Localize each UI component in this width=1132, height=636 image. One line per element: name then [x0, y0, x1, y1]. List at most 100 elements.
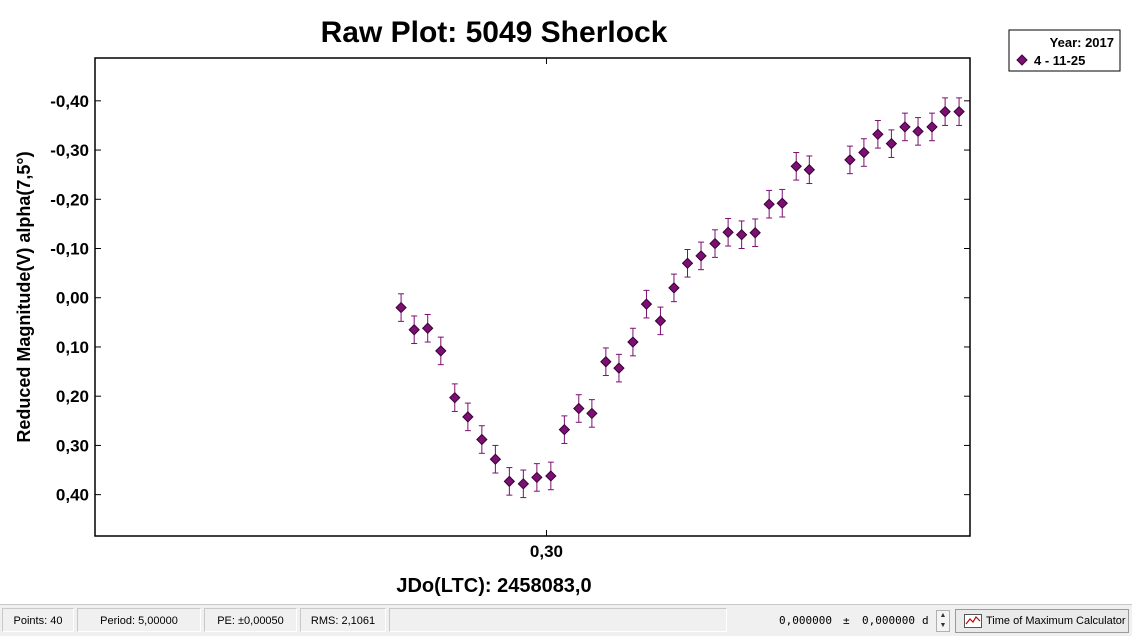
data-point [449, 383, 461, 412]
diamond-marker [558, 423, 571, 436]
data-point [586, 399, 598, 428]
data-point [489, 444, 502, 474]
diamond-marker [395, 301, 407, 314]
readout-spinner[interactable]: ▲ ▼ [936, 610, 950, 632]
diamond-marker [517, 478, 530, 490]
data-point [640, 289, 653, 319]
data-point [600, 347, 612, 377]
y-axis: -0,40 -0,30 -0,20 -0,10 0,00 0,10 0,20 0,30 0,40 [50, 92, 970, 505]
status-spacer [389, 608, 727, 632]
chart-area: Raw Plot: 5049 Sherlock -0,40-0,30-0,20-… [14, 16, 1121, 597]
y-tick-label: 0,10 [56, 338, 89, 357]
data-point [899, 112, 911, 142]
x-axis: 0,30 [530, 58, 563, 561]
calculator-chart-icon [964, 614, 982, 628]
pe-value: PE: ±0,00050 [204, 608, 297, 632]
data-series [395, 97, 965, 499]
rms-value: RMS: 2,1061 [300, 608, 386, 632]
y-tick-label: 0,20 [56, 387, 89, 406]
diamond-marker [899, 121, 911, 133]
calc-button-label: Time of Maximum Calculator [986, 615, 1126, 627]
diamond-marker [844, 154, 856, 166]
points-count: Points: 40 [2, 608, 74, 632]
y-tick-label: -0,10 [50, 240, 89, 259]
diamond-marker [681, 257, 694, 269]
diamond-marker [776, 197, 788, 209]
data-point [858, 138, 870, 167]
diamond-marker [749, 227, 761, 239]
y-tick-label: 0,00 [56, 289, 89, 308]
data-point [735, 220, 748, 250]
status-bar: Points: 40 Period: 5,00000 PE: ±0,00050 … [0, 604, 1132, 636]
data-point [912, 117, 924, 146]
diamond-marker [627, 336, 639, 348]
data-point [531, 463, 543, 492]
spin-up-icon[interactable]: ▲ [939, 612, 947, 619]
time-of-maximum-calculator-button[interactable]: Time of Maximum Calculator [955, 609, 1129, 633]
data-point [503, 467, 516, 496]
data-point [709, 229, 721, 258]
diamond-marker [545, 470, 557, 482]
diamond-marker [722, 226, 734, 238]
y-tick-label: -0,20 [50, 190, 89, 209]
diamond-marker [912, 125, 924, 138]
data-point [803, 155, 816, 185]
diamond-marker [476, 433, 488, 446]
period-value: Period: 5,00000 [77, 608, 201, 632]
diamond-marker [449, 391, 461, 404]
data-point [790, 152, 802, 181]
legend-marker-diamond-icon [1016, 54, 1028, 66]
data-point [558, 415, 571, 444]
diamond-marker [939, 105, 951, 118]
y-tick-label: -0,40 [50, 92, 89, 111]
data-point [573, 394, 585, 423]
diamond-marker [462, 411, 474, 423]
spin-down-icon[interactable]: ▼ [939, 622, 947, 629]
data-point [763, 189, 775, 219]
diamond-marker [668, 282, 680, 294]
data-point [627, 327, 639, 357]
readout-value-b: 0,000000 [862, 614, 915, 627]
data-point [654, 306, 667, 336]
diamond-marker [953, 105, 965, 118]
data-point [435, 336, 447, 366]
plot-frame [94, 57, 971, 537]
diamond-marker [503, 475, 516, 488]
diamond-marker [803, 164, 816, 176]
diamond-marker [858, 146, 870, 159]
data-point [613, 353, 625, 383]
data-point [749, 218, 761, 248]
diamond-marker [640, 298, 653, 310]
y-axis-label: Reduced Magnitude(V) alpha(7,5°) [14, 151, 34, 442]
data-point [408, 315, 420, 345]
y-tick-label: 0,40 [56, 486, 89, 505]
diamond-marker [763, 198, 775, 210]
data-point [939, 97, 951, 126]
data-point [422, 313, 434, 343]
diamond-marker [885, 137, 898, 150]
data-point [681, 248, 694, 278]
diamond-marker [408, 324, 420, 336]
readout-value-a: 0,000000 [779, 614, 832, 627]
data-point [885, 129, 898, 158]
diamond-marker [613, 362, 625, 374]
data-point [395, 293, 407, 322]
legend: Year: 2017 4 - 11-25 [1008, 29, 1121, 72]
y-tick-label: -0,30 [50, 141, 89, 160]
diamond-marker [531, 471, 543, 484]
diamond-marker [926, 121, 938, 133]
data-point [476, 425, 488, 454]
readout-unit: d [922, 614, 929, 627]
diamond-marker [790, 160, 802, 173]
y-tick-label: 0,30 [56, 436, 89, 455]
diamond-marker [709, 237, 721, 250]
data-point [776, 188, 788, 218]
data-point [844, 145, 856, 175]
diamond-marker [489, 453, 502, 465]
diamond-marker [422, 322, 434, 334]
chart-title: Raw Plot: 5049 Sherlock [321, 16, 668, 49]
x-axis-label: JDo(LTC): 2458083,0 [396, 575, 591, 597]
data-point [872, 120, 884, 149]
diamond-marker [435, 345, 447, 357]
data-point [722, 217, 734, 247]
